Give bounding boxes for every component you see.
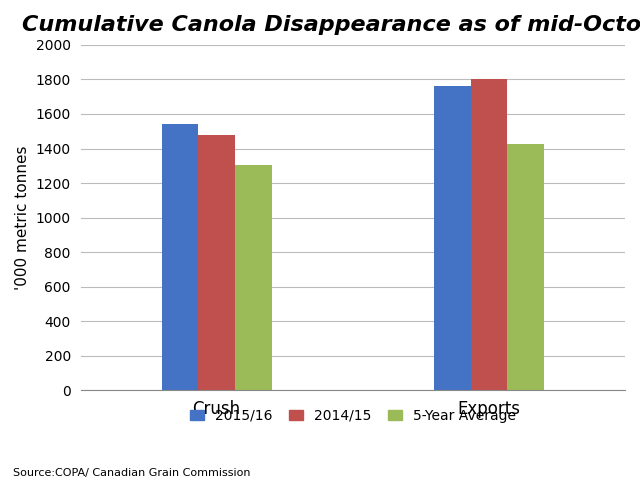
Bar (434, 86, 470, 390)
Y-axis label: '000 metric tonnes: '000 metric tonnes (15, 145, 30, 290)
Bar (470, 79, 508, 390)
Legend: 2015/16, 2014/15, 5-Year Average: 2015/16, 2014/15, 5-Year Average (184, 403, 522, 428)
Bar (198, 135, 235, 390)
Text: Source:COPA/ Canadian Grain Commission: Source:COPA/ Canadian Grain Commission (13, 468, 250, 478)
Bar (235, 165, 272, 390)
Title: Cumulative Canola Disappearance as of mid-October: Cumulative Canola Disappearance as of mi… (22, 15, 640, 35)
Bar (161, 124, 198, 390)
Bar (508, 144, 544, 390)
